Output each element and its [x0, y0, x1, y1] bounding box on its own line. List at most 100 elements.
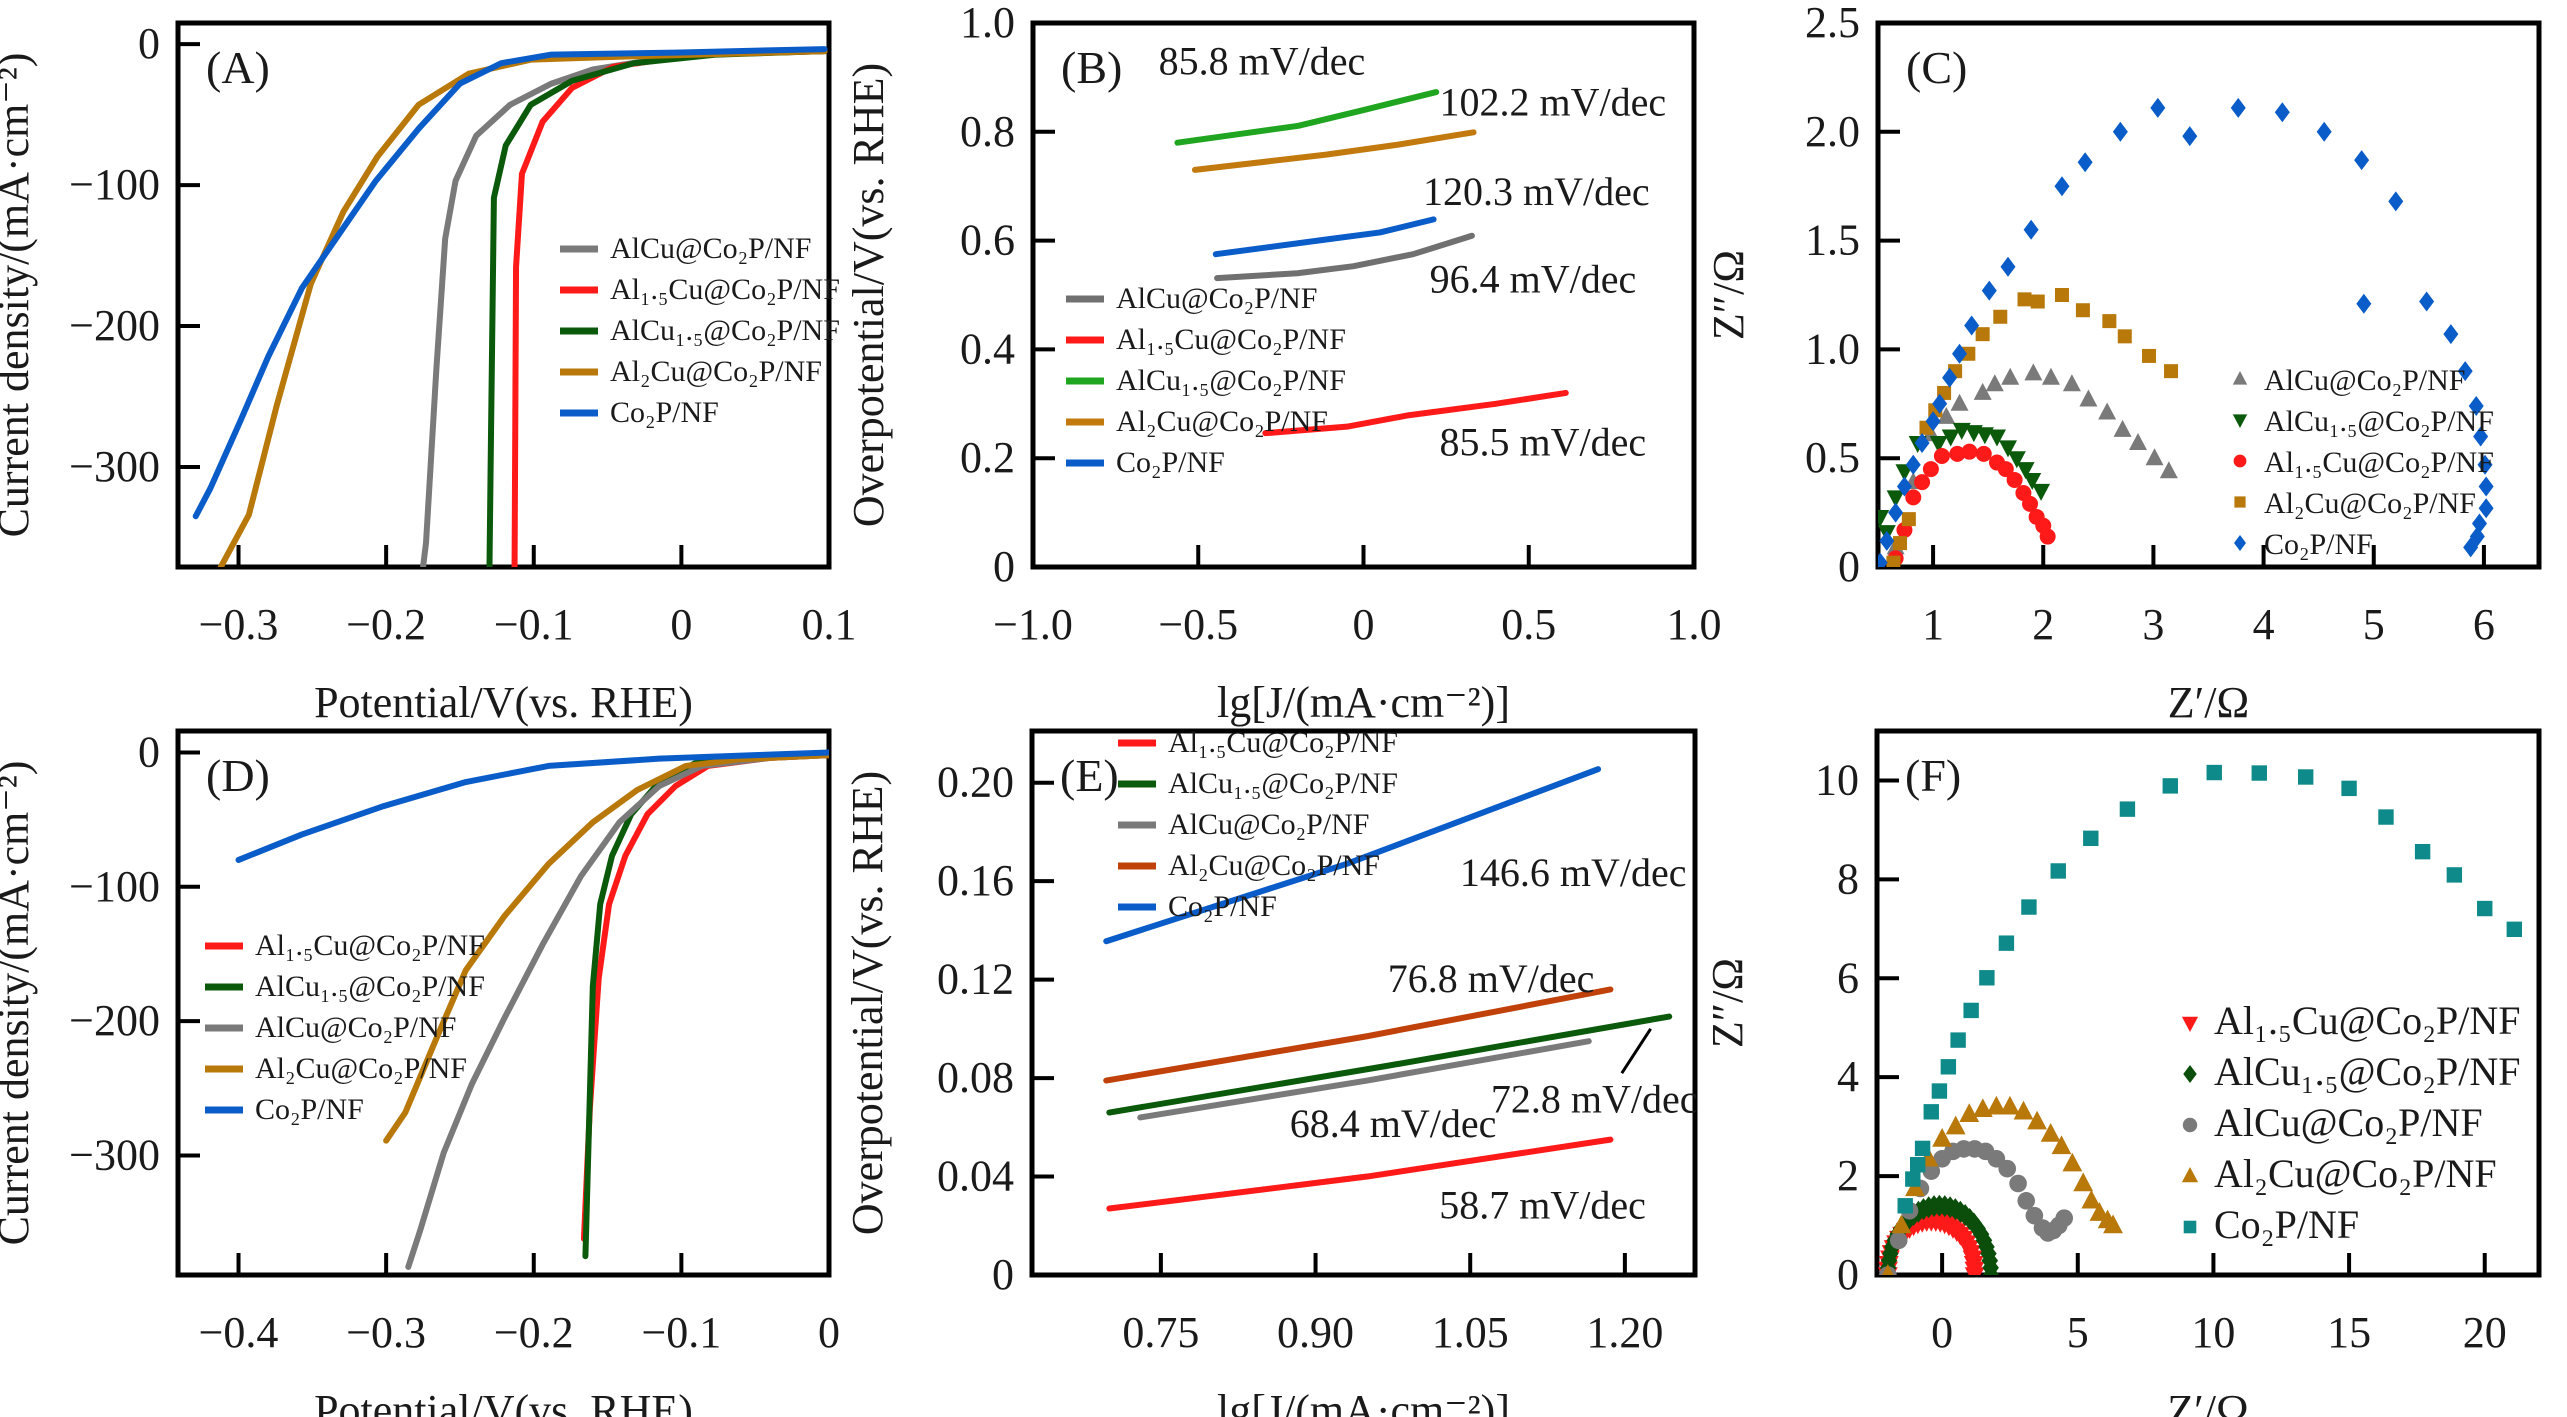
- x-tick-label: −1.0: [993, 600, 1073, 649]
- data-point: [2159, 461, 2178, 479]
- data-point: [2013, 1100, 2034, 1120]
- x-tick-label: −0.1: [494, 600, 574, 649]
- series-line-3: [1191, 129, 1477, 173]
- data-point: [2081, 1189, 2102, 1209]
- data-point: [2030, 294, 2045, 309]
- legend: AlCu@Co₂P/NF AlCu₁.₅@Co₂P/NF Al₁.₅Cu@Co₂P/…: [2232, 364, 2494, 561]
- data-point: [2150, 97, 2166, 118]
- data-point: [2477, 454, 2493, 475]
- data-point: [1941, 429, 1960, 447]
- data-point: [1979, 970, 1995, 986]
- data-point: [1942, 367, 1958, 388]
- x-tick-label: 2: [2032, 600, 2054, 649]
- series-line-3: [1103, 986, 1614, 1084]
- y-tick-label: 0.5: [1805, 433, 1860, 482]
- data-point: [2117, 329, 2132, 344]
- data-point: [1952, 343, 1968, 364]
- data-point: [2182, 126, 2198, 147]
- legend-label: AlCu₁.₅@Co₂P/NF: [1168, 767, 1398, 800]
- tafel-slope-annotation: 146.6 mV/dec: [1460, 850, 1687, 895]
- data-point: [2023, 472, 2042, 490]
- data-point: [2478, 476, 2494, 497]
- data-point: [1998, 935, 2015, 951]
- panel-label: (D): [206, 750, 270, 801]
- data-point: [2119, 801, 2136, 817]
- y-tick-label: 0.16: [937, 856, 1014, 905]
- y-tick-label: −100: [69, 160, 160, 209]
- legend-label: AlCu₁.₅@Co₂P/NF: [255, 970, 485, 1003]
- y-tick-label: 0.04: [937, 1152, 1014, 1201]
- data-point: [1901, 512, 1916, 527]
- data-point: [2341, 780, 2357, 797]
- y-tick-label: 0.20: [937, 758, 1014, 807]
- y-tick-label: 2.5: [1805, 0, 1860, 47]
- legend-marker: [2183, 1065, 2197, 1083]
- data-point: [1922, 461, 1939, 478]
- panel-a: −0.3 −0.2 −0.1 0 0.1 0 −100 −200 −300 Potential/V…: [0, 19, 857, 727]
- data-point: [1882, 1264, 1894, 1275]
- x-tick-label: −0.4: [199, 1308, 279, 1357]
- data-point: [2274, 102, 2290, 123]
- plot-frame: [1029, 728, 1698, 1278]
- data-point: [2443, 324, 2459, 345]
- series-line-0: [580, 752, 829, 1242]
- y-tick-label: 0.2: [960, 433, 1015, 482]
- legend-label: Co₂P/NF: [255, 1093, 364, 1126]
- y-tick-label: 0: [138, 19, 160, 68]
- data-point: [1925, 411, 1941, 432]
- data-point: [1985, 374, 2004, 392]
- legend: AlCu@Co₂P/NF Al₁.₅Cu@Co₂P/NF AlCu₁.₅@Co₂P/…: [1066, 282, 1346, 479]
- data-point: [2103, 1214, 2123, 1234]
- series-line-3: [217, 48, 828, 567]
- data-point: [2022, 495, 2039, 512]
- legend-label: Al₁.₅Cu@Co₂P/NF: [610, 273, 840, 306]
- y-axis-label: Overpotential/V(vs. RHE): [844, 63, 893, 527]
- y-axis-label: Z″/Ω: [1704, 250, 1753, 340]
- data-point: [2016, 462, 2035, 480]
- data-point: [2419, 291, 2435, 312]
- data-point: [1891, 1214, 1912, 1234]
- plot-frame: [1030, 20, 1697, 570]
- series-line-0: [1214, 232, 1475, 282]
- series-line-1: [1106, 1013, 1673, 1116]
- data-point: [1933, 448, 1950, 465]
- data-point: [1940, 1059, 1957, 1075]
- y-tick-label: 8: [1837, 854, 1859, 903]
- legend: Al₁.₅Cu@Co₂P/NF AlCu₁.₅@Co₂P/NF AlCu@Co₂P/…: [1118, 726, 1398, 923]
- data-point: [2162, 778, 2178, 794]
- tafel-slope-annotation: 76.8 mV/dec: [1388, 956, 1595, 1001]
- legend: AlCu@Co₂P/NF Al₁.₅Cu@Co₂P/NF AlCu₁.₅@Co₂P/…: [560, 232, 840, 429]
- data-point: [1998, 1159, 2017, 1178]
- x-tick-label: 0: [818, 1308, 840, 1357]
- x-axis-label: Potential/V(vs. RHE): [314, 678, 693, 727]
- data-point: [2142, 348, 2157, 363]
- series-line-4: [1212, 216, 1437, 258]
- tafel-slope-annotation: 85.5 mV/dec: [1440, 419, 1647, 464]
- x-tick-label: −0.2: [346, 600, 426, 649]
- data-point: [1975, 327, 1990, 342]
- legend-marker: [2182, 1117, 2198, 1133]
- data-point: [1987, 429, 2006, 447]
- data-point: [1932, 393, 1948, 414]
- legend-label: Al₁.₅Cu@Co₂P/NF: [1168, 726, 1398, 759]
- x-tick-label: 0.5: [1501, 600, 1556, 649]
- data-point: [1929, 435, 1948, 453]
- data-point: [1914, 1140, 1931, 1157]
- data-point: [2102, 314, 2117, 329]
- series-line-0: [1106, 1136, 1614, 1212]
- data-point: [2098, 402, 2117, 420]
- data-point: [2007, 451, 2026, 469]
- legend-label: Al₂Cu@Co₂P/NF: [255, 1052, 467, 1085]
- legend-label: Co₂P/NF: [1116, 446, 1225, 479]
- tafel-slope-annotation: 102.2 mV/dec: [1440, 79, 1667, 124]
- y-tick-label: 0.8: [960, 107, 1015, 156]
- data-point: [2027, 1110, 2047, 1130]
- data-point: [1922, 1162, 1941, 1180]
- x-tick-label: 1.0: [1667, 600, 1722, 649]
- data-point: [1959, 1103, 1980, 1122]
- x-tick-label: 0.1: [802, 600, 857, 649]
- data-point: [1997, 461, 2014, 478]
- legend-marker: [2232, 371, 2248, 385]
- legend-label: AlCu@Co₂P/NF: [1168, 808, 1369, 841]
- data-point: [1961, 346, 1976, 361]
